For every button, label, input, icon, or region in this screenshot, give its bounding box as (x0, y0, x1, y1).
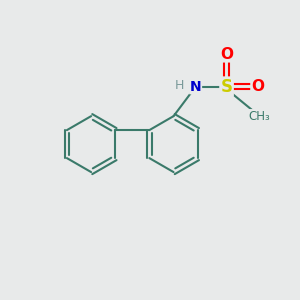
Text: O: O (251, 79, 264, 94)
Text: CH₃: CH₃ (248, 110, 270, 123)
Text: S: S (220, 78, 232, 96)
Text: O: O (220, 47, 233, 62)
Text: H: H (175, 79, 184, 92)
Text: N: N (190, 80, 202, 94)
